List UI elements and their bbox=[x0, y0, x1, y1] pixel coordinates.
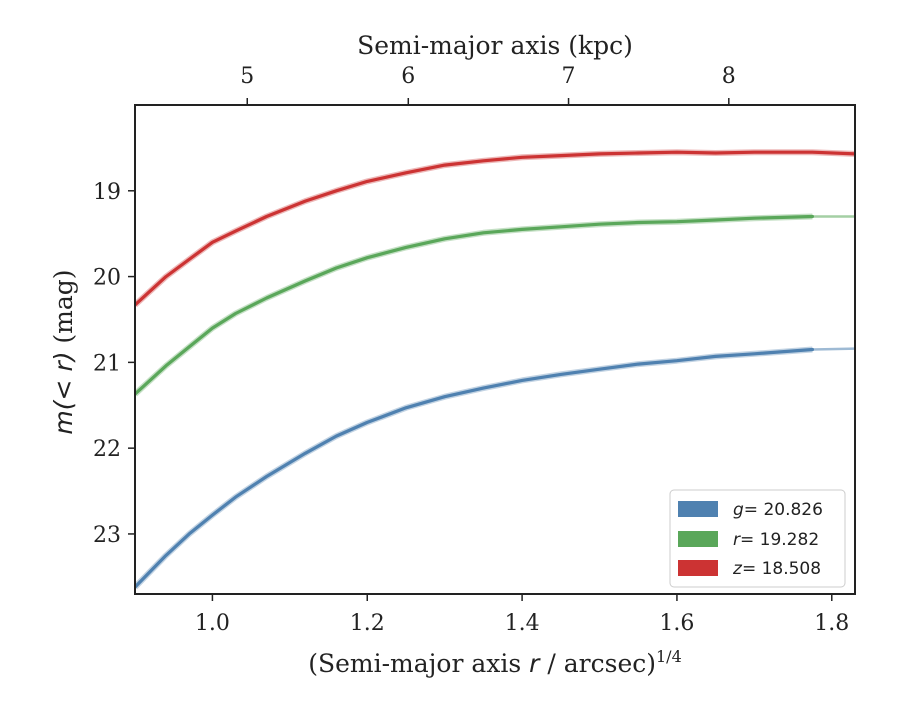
legend-var-g: g bbox=[733, 500, 744, 520]
legend-label-g: g= 20.826 bbox=[733, 500, 823, 520]
series-layer bbox=[135, 149, 855, 590]
y-tick-label: 19 bbox=[93, 180, 121, 205]
x-tick-label: 1.6 bbox=[659, 611, 694, 636]
series-r-line bbox=[135, 214, 814, 396]
x-axis-title: (Semi-major axis r / arcsec)1/4 bbox=[308, 647, 682, 678]
x-tick-label: 1.2 bbox=[350, 611, 385, 636]
y-tick-label: 22 bbox=[93, 437, 121, 462]
y-tick-label: 21 bbox=[93, 351, 121, 376]
x-tick-label: 1.4 bbox=[505, 611, 540, 636]
legend-item-z: z= 18.508 bbox=[678, 559, 821, 579]
legend-label-r: r= 19.282 bbox=[733, 530, 819, 550]
top-axis-title: Semi-major axis (kpc) bbox=[357, 31, 633, 60]
top-tick-label: 5 bbox=[240, 64, 254, 89]
x-axis-title-variable: r bbox=[529, 649, 541, 678]
tick-layer: 1.0 1.2 1.4 1.6 1.8 19 20 21 22 23 5 6 7 8 bbox=[93, 64, 849, 636]
y-axis-title: m(< r) (mag) bbox=[49, 269, 78, 434]
legend-var-r: r bbox=[733, 530, 741, 550]
legend-var-z: z bbox=[732, 559, 743, 579]
legend-item-r: r= 19.282 bbox=[678, 530, 819, 550]
plot-frame bbox=[134, 104, 856, 595]
y-axis-title-unit: (mag) bbox=[49, 269, 78, 351]
series-g-extension bbox=[811, 347, 855, 351]
series-r-band bbox=[135, 213, 813, 397]
legend-value-g: = 20.826 bbox=[744, 500, 823, 520]
legend-swatch-z bbox=[678, 560, 718, 576]
top-tick-label: 7 bbox=[562, 64, 576, 89]
x-axis-title-prefix: (Semi-major axis bbox=[308, 649, 529, 678]
legend-label-z: z= 18.508 bbox=[732, 559, 821, 579]
legend-value-r: = 19.282 bbox=[740, 530, 819, 550]
x-tick-label: 1.0 bbox=[195, 611, 230, 636]
y-tick-label: 20 bbox=[93, 266, 121, 291]
x-tick-label: 1.8 bbox=[814, 611, 849, 636]
x-axis-title-exponent: 1/4 bbox=[656, 647, 682, 666]
y-tick-label: 23 bbox=[93, 523, 121, 548]
legend: g= 20.826 r= 19.282 z= 18.508 bbox=[669, 489, 846, 588]
legend-item-g: g= 20.826 bbox=[678, 500, 823, 520]
series-g-line bbox=[135, 347, 814, 589]
top-tick-label: 6 bbox=[401, 64, 415, 89]
y-axis-title-main: m(< r) bbox=[49, 352, 78, 435]
x-axis-title-suffix: / arcsec) bbox=[539, 649, 656, 678]
top-tick-label: 8 bbox=[722, 64, 736, 89]
legend-swatch-r bbox=[678, 531, 718, 547]
frame-layer bbox=[134, 104, 856, 595]
legend-value-z: = 18.508 bbox=[742, 559, 821, 579]
legend-swatch-g bbox=[678, 501, 718, 517]
series-z-line bbox=[135, 150, 855, 307]
